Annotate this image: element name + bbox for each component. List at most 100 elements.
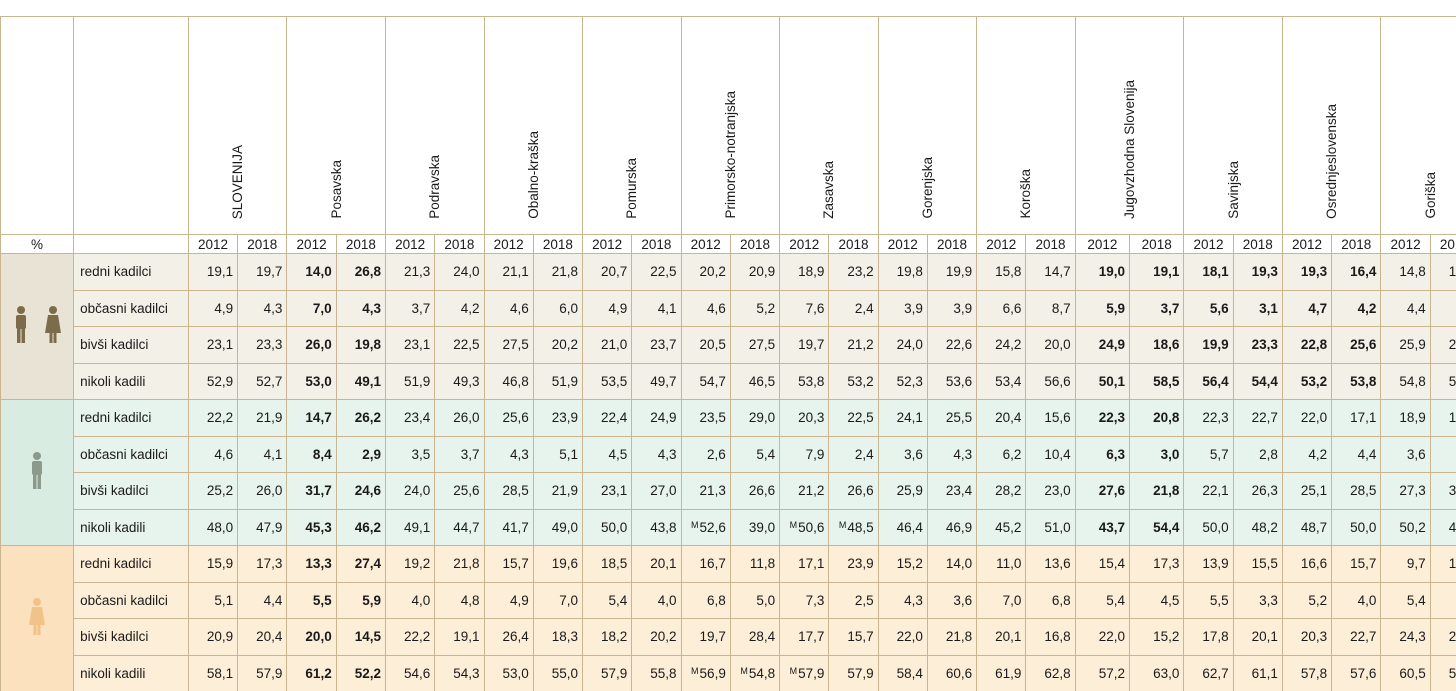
cell: 20,0 <box>1025 326 1076 364</box>
cell: 17,7 <box>779 618 830 656</box>
cell: 49,1 <box>335 362 386 400</box>
cell: 8,7 <box>1025 289 1076 327</box>
year: 2018 <box>434 234 485 254</box>
cell: 27,6 <box>1074 472 1131 510</box>
data-row: bivši kadilci 23,1 23,3 26,0 19,8 23,1 22,5 27,… <box>1 326 1456 364</box>
cell: 20,1 <box>1232 618 1283 656</box>
cell: 9,7 <box>1380 545 1431 583</box>
cell: 23,2 <box>828 253 879 291</box>
cell: 28,2 <box>976 472 1027 510</box>
year: 2018 <box>335 234 386 254</box>
cell: 21,9 <box>532 472 584 510</box>
cell: 4,4 <box>1380 289 1431 327</box>
data-row: redni kadilci 19,1 19,7 14,0 26,8 21,3 24,0 21,… <box>0 253 1456 400</box>
cell: 15,5 <box>1232 545 1283 583</box>
cell: 3,7 <box>384 289 436 327</box>
region-name: Koroška <box>1018 169 1034 219</box>
cell: 19,8 <box>335 326 386 364</box>
cell: 49,1 <box>384 508 436 546</box>
flag: M <box>789 519 798 530</box>
cell: 58,1 <box>187 654 239 691</box>
cell: 5,1 <box>532 435 584 473</box>
cell: 5,5 <box>286 581 337 619</box>
cell: 50,1 <box>1074 362 1131 400</box>
cell: 53,0 <box>286 362 337 400</box>
region-header: Podravska <box>384 16 485 235</box>
cell: 2,4 <box>828 289 879 327</box>
cell: 58,5 <box>1129 362 1185 400</box>
cell: 54,7 <box>680 362 731 400</box>
cell: 46,8 <box>483 362 534 400</box>
cell: 15,7 <box>828 618 879 656</box>
cell: 23,9 <box>828 545 879 583</box>
cell: 4,6 <box>187 435 239 473</box>
cell: 19,0 <box>1074 253 1131 291</box>
cell: 4,8 <box>434 581 485 619</box>
cell: 53,4 <box>976 362 1027 400</box>
year: 2018 <box>1129 234 1185 254</box>
cell: 5,2 <box>1281 581 1333 619</box>
flag: M <box>838 519 847 530</box>
cell: 4,2 <box>1331 289 1382 327</box>
region-name: Goriška <box>1422 172 1438 219</box>
region-name: Podravska <box>427 155 443 219</box>
cell: 19,3 <box>1232 253 1283 291</box>
region-header: Goriška <box>1380 16 1456 235</box>
cell: 22,0 <box>1074 618 1131 656</box>
data-row: nikoli kadili 52,9 52,7 53,0 49,1 51,9 49,3 46,… <box>1 362 1456 400</box>
cell: 4,5 <box>1129 581 1185 619</box>
cell: 6,8 <box>680 581 731 619</box>
cell: 26,4 <box>483 618 534 656</box>
cell: 25,5 <box>926 399 978 437</box>
cell: 23,3 <box>237 326 288 364</box>
year: 2012 <box>976 234 1027 254</box>
cell: 13,9 <box>1183 545 1234 583</box>
cell: 20,2 <box>631 618 682 656</box>
region-header: Obalno-kraška <box>483 16 584 235</box>
cell: 3,9 <box>926 289 978 327</box>
cell: 21,1 <box>483 253 534 291</box>
year: 2018 <box>237 234 288 254</box>
data-row: bivši kadilci 25,2 26,0 31,7 24,6 24,0 25,6 28,… <box>1 472 1456 510</box>
blank <box>73 234 189 254</box>
data-row: občasni kadilci 4,9 4,3 7,0 4,3 3,7 4,2 4,6 6,0 4… <box>1 289 1456 327</box>
cell: 56,4 <box>1183 362 1234 400</box>
cell: 28,4 <box>729 618 781 656</box>
region-header: SLOVENIJA <box>187 16 288 235</box>
cell: 23,9 <box>532 399 584 437</box>
cell: 57,9 <box>237 654 288 691</box>
year: 2018 <box>631 234 682 254</box>
cell: 4,4 <box>237 581 288 619</box>
cell: 3,7 <box>434 435 485 473</box>
cell: 26,8 <box>335 253 386 291</box>
cell: 27,5 <box>483 326 534 364</box>
region-name: Posavska <box>328 160 344 219</box>
year: 2012 <box>1183 234 1234 254</box>
cell: 30,8 <box>1429 472 1456 510</box>
cell: 15,9 <box>1429 253 1456 291</box>
cell: 22,2 <box>384 618 436 656</box>
cell: 7,0 <box>976 581 1027 619</box>
year: 2012 <box>187 234 239 254</box>
cell: 26,0 <box>237 472 288 510</box>
cell: 17,1 <box>1331 399 1382 437</box>
cell: 2,9 <box>335 435 386 473</box>
icon-female <box>29 598 46 635</box>
cell: 5,9 <box>335 581 386 619</box>
cell: 21,0 <box>582 326 633 364</box>
cell: 4,3 <box>926 435 978 473</box>
cell: 7,0 <box>286 289 337 327</box>
cell: 31,7 <box>286 472 337 510</box>
cell: 24,1 <box>877 399 928 437</box>
group-icon <box>0 253 75 400</box>
cell: 57,9 <box>582 654 633 691</box>
cell: 20,2 <box>532 326 584 364</box>
cell: M54,8 <box>729 654 781 691</box>
cell: 19,1 <box>1129 253 1185 291</box>
row-label: nikoli kadili <box>73 362 189 400</box>
cell: 53,5 <box>582 362 633 400</box>
data-row: redni kadilci 15,9 17,3 13,3 27,4 19,2 21,8 15,… <box>0 545 1456 691</box>
cell: 22,0 <box>877 618 928 656</box>
cell: 21,2 <box>828 326 879 364</box>
cell: 22,7 <box>1331 618 1382 656</box>
